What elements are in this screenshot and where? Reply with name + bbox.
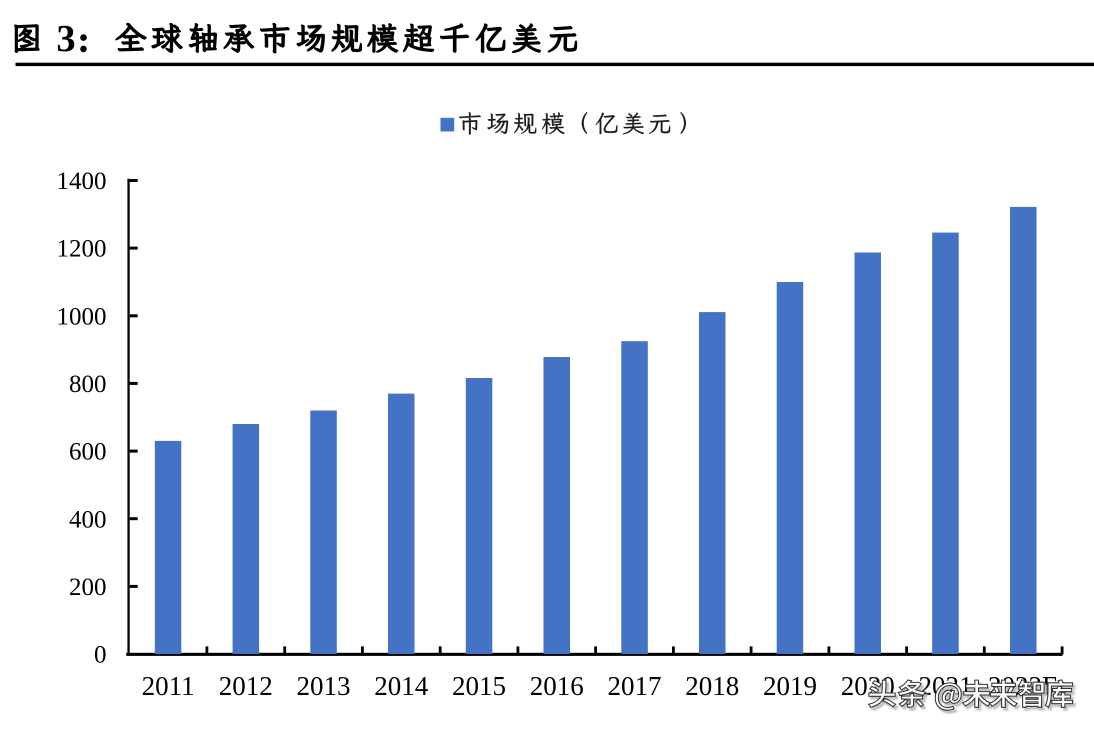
svg-text:2018: 2018 (685, 671, 739, 701)
svg-text:200: 200 (69, 574, 107, 601)
svg-text:2013: 2013 (297, 671, 351, 701)
svg-text:2016: 2016 (530, 671, 584, 701)
svg-text:800: 800 (69, 371, 107, 398)
svg-text:1400: 1400 (57, 168, 107, 195)
svg-text:2015: 2015 (452, 671, 506, 701)
svg-text:2017: 2017 (608, 671, 662, 701)
svg-text:2019: 2019 (763, 671, 817, 701)
svg-text:1200: 1200 (57, 236, 107, 263)
svg-text:600: 600 (69, 439, 107, 466)
svg-text:2014: 2014 (374, 671, 429, 701)
svg-text:0: 0 (94, 642, 107, 669)
svg-text:400: 400 (69, 506, 107, 533)
svg-text:2012: 2012 (219, 671, 273, 701)
svg-text:1000: 1000 (57, 303, 107, 330)
svg-text:3: 3 (56, 18, 75, 60)
svg-text:2011: 2011 (142, 671, 195, 701)
